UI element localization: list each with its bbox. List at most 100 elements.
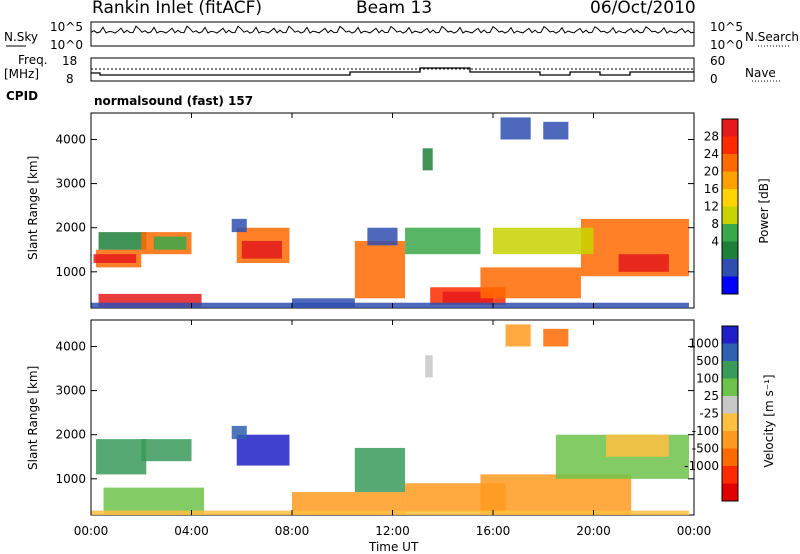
nave-label: Nave xyxy=(745,66,776,80)
power-colorbar-swatch xyxy=(722,259,738,277)
cpid-label: CPID xyxy=(6,89,39,103)
cpid-program: normalsound (fast) 157 xyxy=(94,94,254,108)
freq-label-line1: Freq. xyxy=(18,53,48,67)
power-scatter-patch xyxy=(153,236,187,250)
freq-label-line2: [MHz] xyxy=(4,67,40,81)
velocity-ytick-label: 3000 xyxy=(55,384,86,398)
nsky-tick-bottom: 10^0 xyxy=(50,38,83,52)
nsearch-tick-top: 10^5 xyxy=(710,20,743,34)
velocity-ytick-label: 1000 xyxy=(55,472,86,486)
power-ytick-label: 3000 xyxy=(55,177,86,191)
power-scatter-patch xyxy=(98,232,147,250)
x-tick-label: 12:00 xyxy=(375,524,410,538)
nsky-trace xyxy=(90,25,695,34)
x-tick-label: 16:00 xyxy=(476,524,511,538)
nsearch-tick-bottom: 10^0 xyxy=(710,38,743,52)
power-ytick-label: 1000 xyxy=(55,265,86,279)
power-scatter-patch xyxy=(493,227,594,255)
power-ytick-label: 4000 xyxy=(55,132,86,146)
velocity-colorbar-tick: 100 xyxy=(696,372,719,386)
velocity-data-patches xyxy=(91,324,689,515)
velocity-colorbar-tick: -500 xyxy=(692,442,719,456)
nsky-trace-line xyxy=(90,25,695,34)
power-colorbar-swatch xyxy=(722,224,738,242)
nave-tick-bottom: 0 xyxy=(710,72,718,86)
velocity-colorbar-tick: 500 xyxy=(696,354,719,368)
velocity-scatter-patch xyxy=(236,434,290,466)
x-tick-label: 20:00 xyxy=(576,524,611,538)
x-tick-label: 04:00 xyxy=(174,524,209,538)
freq-tick-bottom: 8 xyxy=(66,72,74,86)
power-scatter-patch xyxy=(480,267,581,299)
power-colorbar-swatch xyxy=(722,136,738,155)
velocity-colorbar-swatch xyxy=(722,326,738,344)
velocity-colorbar-swatch xyxy=(722,431,738,449)
velocity-colorbar-swatch xyxy=(722,483,738,502)
velocity-colorbar-swatch xyxy=(722,413,738,432)
velocity-scatter-patch xyxy=(103,487,205,515)
power-scatter-patch xyxy=(500,117,531,140)
power-ytick-label: 2000 xyxy=(55,221,86,235)
power-scatter-patch xyxy=(618,254,669,272)
power-scatter-patch xyxy=(231,218,247,233)
power-scatter-patch xyxy=(422,148,433,171)
velocity-colorbar-tick: -100 xyxy=(692,424,719,438)
freq-tick-top: 18 xyxy=(62,54,78,68)
nave-tick-top: 60 xyxy=(710,54,726,68)
velocity-scatter-patch xyxy=(543,328,569,347)
velocity-scatter-patch xyxy=(96,439,147,475)
power-colorbar-tick: 8 xyxy=(711,217,719,231)
velocity-ytick-label: 2000 xyxy=(55,428,86,442)
velocity-scatter-patch xyxy=(606,434,669,457)
velocity-colorbar-frame xyxy=(721,325,739,502)
velocity-scatter-patch xyxy=(505,324,531,347)
power-colorbar-tick: 16 xyxy=(704,182,719,196)
power-colorbar-swatch xyxy=(722,189,738,207)
power-colorbar-swatch xyxy=(722,206,738,225)
power-colorbar-swatch xyxy=(722,276,738,295)
nsky-panel-frame xyxy=(90,21,695,47)
velocity-scatter-patch xyxy=(91,510,689,515)
velocity-colorbar-swatch xyxy=(722,396,738,414)
power-scatter-patch xyxy=(354,240,406,299)
power-colorbar-swatch xyxy=(722,241,738,260)
velocity-scatter-patch xyxy=(354,447,406,493)
power-colorbar-tick: 24 xyxy=(704,147,719,161)
power-colorbar-frame xyxy=(721,118,739,295)
velocity-colorbar-tick: -1000 xyxy=(684,459,719,473)
power-scatter-patch xyxy=(442,291,493,303)
power-colorbar-swatch xyxy=(722,154,738,172)
power-scatter-patch xyxy=(367,227,398,246)
velocity-scatter-patch xyxy=(480,474,632,515)
velocity-colorbar-swatch xyxy=(722,361,738,379)
nsky-tick-top: 10^5 xyxy=(50,20,83,34)
power-scatter-patch xyxy=(91,302,689,308)
velocity-colorbar-swatch xyxy=(722,343,738,362)
velocity-colorbar-tick: 25 xyxy=(704,389,719,403)
velocity-scatter-patch xyxy=(231,425,247,440)
power-scatter-patch xyxy=(93,254,137,263)
power-colorbar-swatch xyxy=(722,119,738,137)
velocity-ytick-label: 4000 xyxy=(55,339,86,353)
power-scatter-patch xyxy=(543,121,569,140)
power-colorbar-tick: 12 xyxy=(704,200,719,214)
velocity-scatter-patch xyxy=(292,492,406,515)
power-colorbar-tick: 28 xyxy=(704,130,719,144)
nsearch-label: N.Search xyxy=(745,30,800,44)
velocity-colorbar-tick: -25 xyxy=(699,407,719,421)
x-tick-label: 00:00 xyxy=(677,524,712,538)
power-data-patches xyxy=(91,117,689,308)
power-colorbar-tick: 4 xyxy=(711,235,719,249)
date-title: 06/Oct/2010 xyxy=(590,0,696,18)
velocity-colorbar-tick: 1000 xyxy=(688,337,719,351)
velocity-colorbar-swatch xyxy=(722,378,738,397)
x-tick-label: 08:00 xyxy=(275,524,310,538)
x-tick-label: 00:00 xyxy=(74,524,109,538)
station-title: Rankin Inlet (fitACF) xyxy=(92,0,263,18)
freq-trace xyxy=(91,67,694,76)
beam-title: Beam 13 xyxy=(356,0,433,18)
x-axis-label: Time UT xyxy=(369,540,419,554)
nsky-label: N.Sky xyxy=(4,30,39,44)
velocity-colorbar-swatch xyxy=(722,448,738,467)
